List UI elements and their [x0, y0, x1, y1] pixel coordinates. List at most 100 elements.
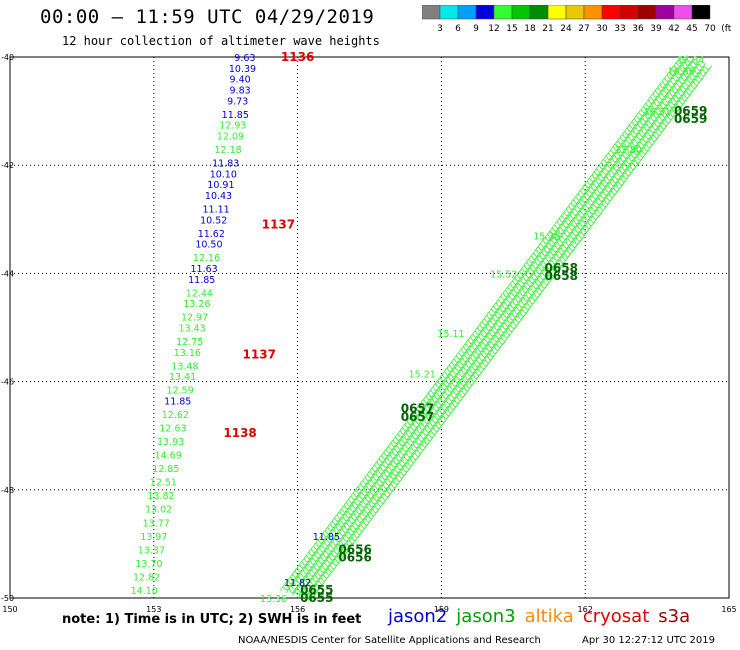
- swath-tick: [681, 93, 691, 99]
- footer-credit: NOAA/NESDIS Center for Satellite Applica…: [238, 635, 541, 646]
- swath-tick: [500, 312, 511, 319]
- swath-tick: [485, 322, 495, 329]
- swath-tick: [655, 95, 666, 101]
- swath-tick: [418, 442, 429, 448]
- swath-tick: [548, 238, 559, 244]
- swath-tick: [614, 171, 624, 178]
- swath-tick: [312, 541, 323, 548]
- swath-tick: [344, 509, 355, 516]
- swath-tick: [489, 349, 499, 355]
- swath-tick: [434, 400, 445, 406]
- swath-tick: [463, 383, 474, 389]
- swath-tick: [282, 582, 293, 588]
- swath-tick: [648, 104, 659, 110]
- swath-tick: [362, 476, 372, 482]
- swath-tick: [362, 496, 373, 503]
- swath-tick: [516, 291, 527, 297]
- swath-tick: [441, 370, 452, 376]
- swath-tick: [478, 332, 488, 338]
- swath-tick: [369, 466, 379, 473]
- swath-tick: [301, 577, 312, 584]
- swath-tick: [595, 196, 606, 203]
- swath-tick: [589, 194, 600, 200]
- swath-tick: [602, 187, 613, 193]
- swath-tick: [616, 148, 626, 154]
- swath-tick: [608, 190, 619, 196]
- swath-tick: [455, 383, 465, 390]
- swath-tick: [463, 362, 473, 369]
- swath-tick: [600, 158, 611, 164]
- swath-tick: [389, 450, 399, 456]
- swath-tick: [474, 326, 485, 332]
- swath-tick: [378, 475, 389, 481]
- swath-tick: [322, 570, 333, 576]
- swath-tick: [425, 433, 436, 439]
- swath-tick: [377, 486, 388, 493]
- swath-tick: [352, 488, 363, 495]
- swath-tick: [404, 461, 415, 467]
- swath-tick: [548, 259, 559, 265]
- swath-tick: [438, 385, 449, 391]
- swath-tick: [403, 431, 413, 438]
- swath-tick: [300, 589, 311, 596]
- swath-tick: [690, 60, 700, 66]
- x-tick-label: 159: [434, 605, 449, 614]
- swath-tick: [325, 567, 336, 573]
- swath-tick: [629, 141, 639, 147]
- swath-tick: [504, 318, 514, 324]
- swath-tick: [641, 146, 651, 152]
- swath-tick: [332, 558, 343, 564]
- swath-tick: [280, 585, 290, 591]
- swath-tick: [696, 62, 706, 69]
- swath-tick: [507, 303, 518, 309]
- swath-tick: [434, 379, 445, 385]
- swath-tick: [452, 387, 463, 393]
- swath-tick: [660, 88, 671, 95]
- swath-tick: [340, 516, 350, 522]
- swath-tick: [611, 175, 622, 181]
- swath-tick: [693, 65, 704, 72]
- swath-tick: [681, 60, 692, 67]
- swath-tick: [637, 120, 648, 126]
- swath-tick: [284, 579, 295, 585]
- swath-tick: [612, 163, 623, 169]
- swath-tick: [522, 293, 533, 299]
- swath-tick: [590, 203, 601, 209]
- wave-height-label: 12.82: [133, 572, 160, 583]
- swath-tick: [387, 441, 398, 448]
- swath-tick: [337, 519, 348, 525]
- swath-tick: [669, 88, 679, 94]
- swath-tick: [350, 491, 361, 498]
- swath-tick: [545, 274, 556, 280]
- swath-tick: [328, 552, 339, 558]
- swath-tick: [657, 83, 667, 89]
- swath-tick: [294, 587, 305, 593]
- swath-tick: [582, 203, 593, 209]
- swath-tick: [545, 241, 556, 248]
- swath-tick: [371, 484, 382, 490]
- swath-tick: [465, 380, 476, 386]
- y-tick-label: -48: [1, 486, 14, 495]
- swath-tick: [343, 521, 354, 528]
- swath-tick: [355, 506, 366, 512]
- swath-tick: [658, 92, 669, 98]
- swath-tick: [328, 531, 339, 538]
- swath-tick: [504, 286, 515, 292]
- swath-tick: [665, 82, 676, 88]
- swath-tick: [538, 283, 548, 289]
- swath-tick: [553, 232, 563, 238]
- swath-tick: [443, 399, 454, 405]
- legend-altika: altika: [524, 606, 574, 627]
- swath-tick: [658, 112, 669, 118]
- swath-tick: [555, 229, 566, 235]
- swath-tick: [591, 170, 602, 176]
- swath-tick: [403, 452, 414, 458]
- swath-tick: [615, 180, 626, 186]
- wave-height-label: 13.93: [157, 437, 184, 448]
- swath-tick: [670, 76, 680, 82]
- swath-tick: [376, 498, 387, 505]
- swath-tick: [604, 163, 615, 170]
- wave-height-label: 12.97: [181, 313, 208, 324]
- swath-tick: [673, 102, 684, 108]
- colorbar-label: 18: [524, 24, 536, 34]
